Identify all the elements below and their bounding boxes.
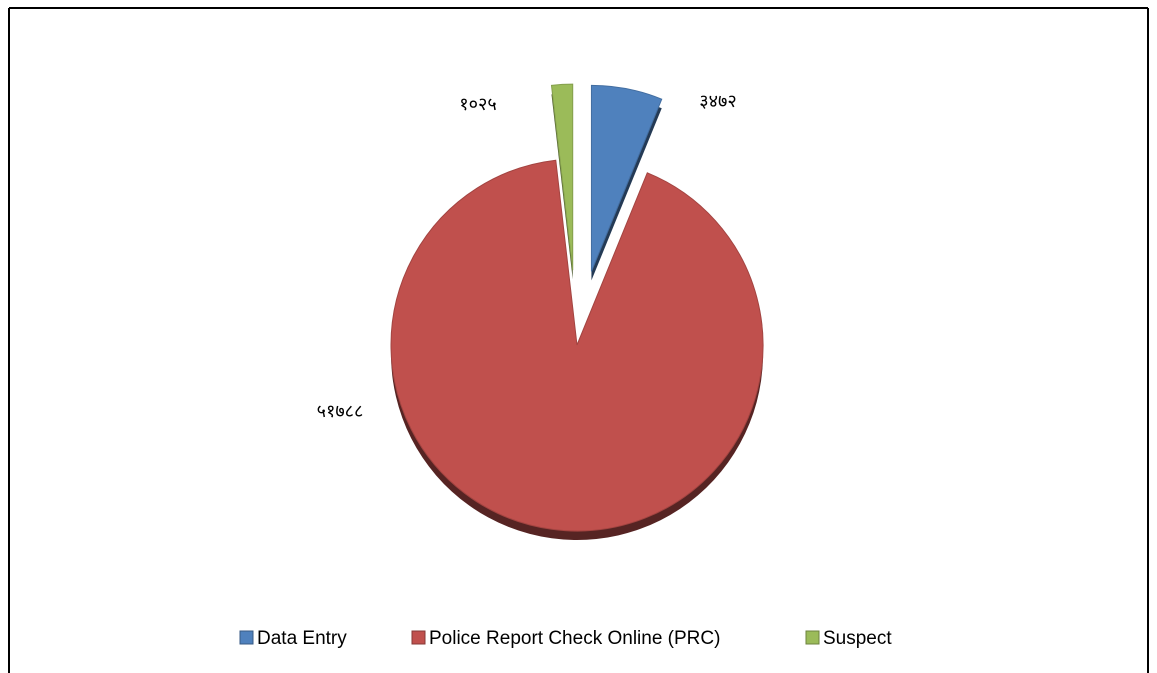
- legend-label: Suspect: [823, 628, 892, 649]
- data-label: १०२५: [459, 94, 496, 115]
- data-label: ५१७८८: [317, 401, 364, 422]
- legend-label: Data Entry: [257, 628, 347, 649]
- slice: [590, 84, 663, 272]
- legend-label: Police Report Check Online (PRC): [429, 628, 720, 649]
- legend-swatch: [411, 630, 426, 645]
- slice: [550, 83, 574, 271]
- pie: ३४७२ ५१७८८ १०२५: [317, 83, 764, 540]
- legend: Data Entry Police Report Check Online (PR…: [239, 628, 892, 649]
- legend-swatch: [805, 630, 820, 645]
- slice: [390, 159, 764, 532]
- legend-swatch: [239, 630, 254, 645]
- data-label: ३४७२: [699, 91, 736, 112]
